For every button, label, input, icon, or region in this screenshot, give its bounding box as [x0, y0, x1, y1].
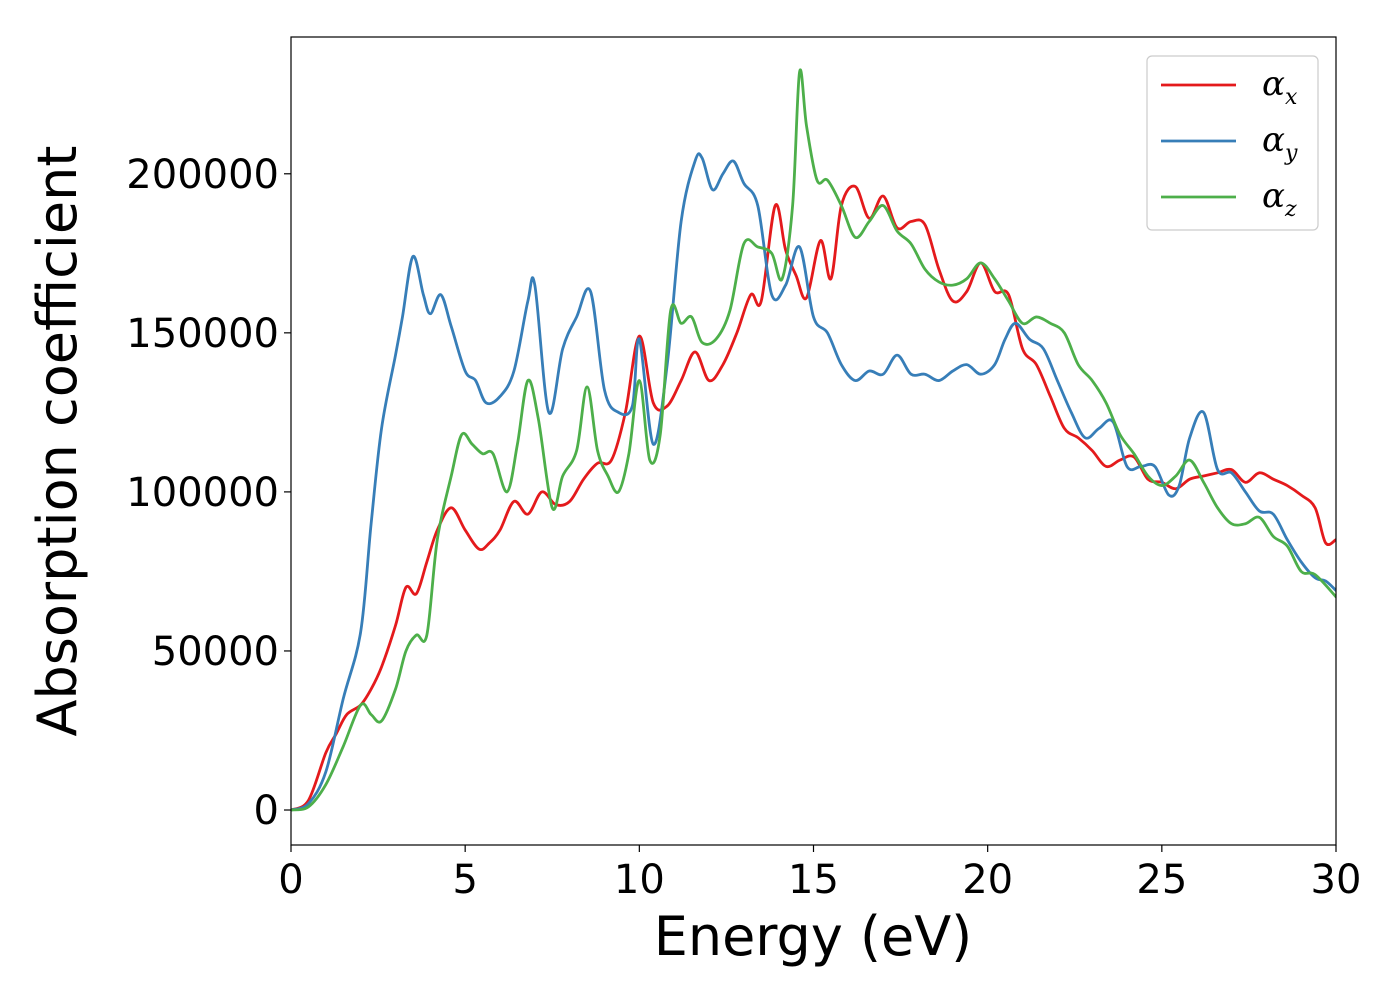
series-line-x: [291, 184, 1336, 812]
legend-label-x: αx: [1262, 64, 1298, 110]
y-tick-label: 150000: [126, 311, 279, 357]
y-tick-label: 100000: [126, 470, 279, 516]
x-tick-label: 25: [1136, 857, 1187, 903]
y-tick-label: 50000: [152, 629, 279, 675]
series-layer: [291, 68, 1336, 812]
series-line-z: [291, 68, 1336, 812]
x-axis-title: Energy (eV): [654, 905, 973, 968]
series-line-y: [291, 152, 1336, 812]
y-tick-label: 0: [254, 788, 279, 834]
x-tick-label: 30: [1311, 857, 1362, 903]
y-tick-label: 200000: [126, 152, 279, 198]
x-tick-label: 0: [278, 857, 303, 903]
x-tick-label: 10: [614, 857, 665, 903]
y-axis-title: Absorption coefficient: [26, 146, 89, 737]
x-tick-label: 5: [452, 857, 477, 903]
x-tick-label: 15: [788, 857, 839, 903]
x-tick-label: 20: [962, 857, 1013, 903]
legend-box: [1146, 55, 1319, 231]
tick-layer: 0 5 10 15 20 25 30 0 50000 100000 150000 200000: [126, 152, 1361, 903]
